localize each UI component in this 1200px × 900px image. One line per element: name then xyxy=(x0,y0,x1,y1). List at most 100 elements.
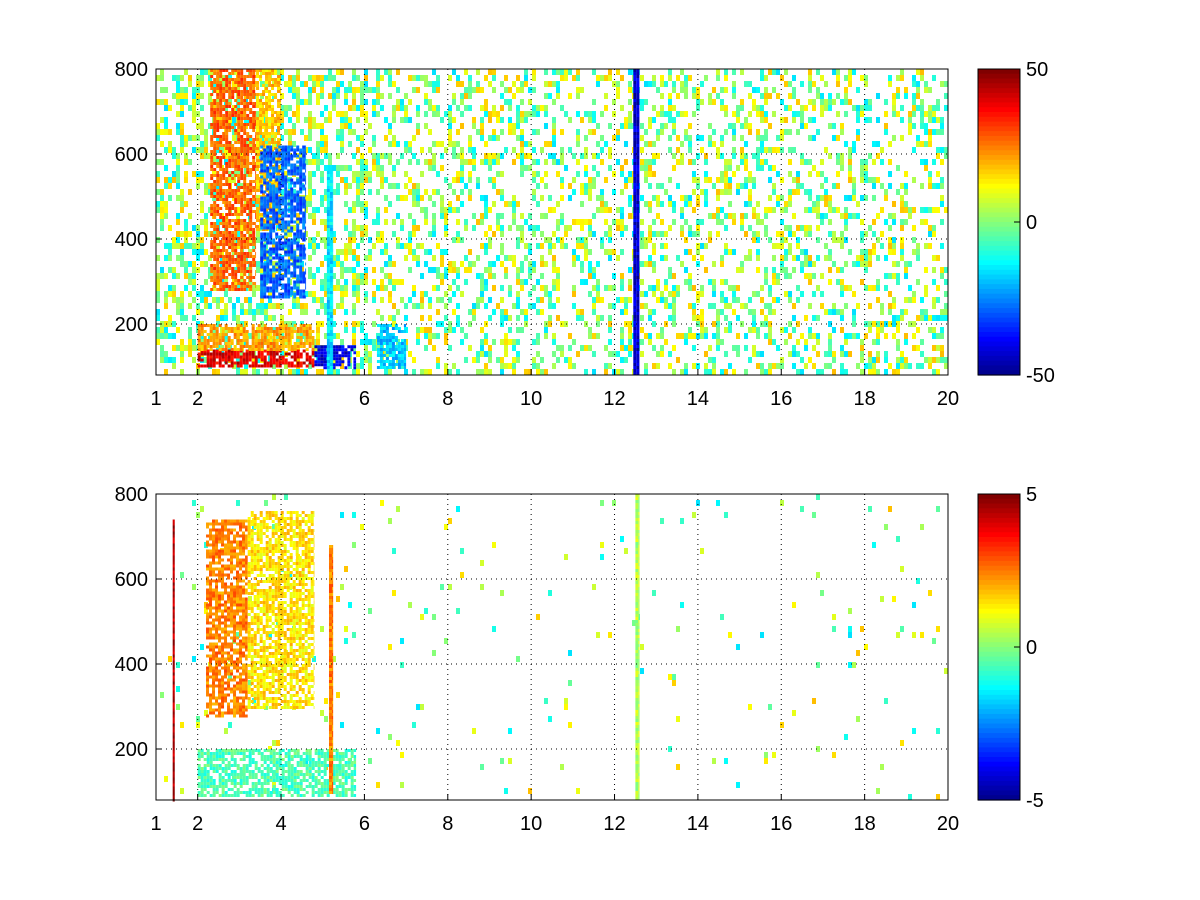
heatmap-cell xyxy=(432,69,436,75)
heatmap-region-cell xyxy=(200,364,204,368)
heatmap-region-cell xyxy=(240,192,244,195)
heatmap-cell xyxy=(584,153,588,159)
heatmap-cell xyxy=(760,297,764,303)
heatmap-cell xyxy=(888,309,892,315)
heatmap-cell xyxy=(560,105,564,111)
heatmap-region-cell xyxy=(252,69,256,72)
heatmap-cell xyxy=(420,207,424,213)
heatmap-cell xyxy=(328,153,332,159)
heatmap-cell xyxy=(388,279,392,285)
heatmap-cell xyxy=(476,129,480,135)
heatmap-cell xyxy=(840,129,844,135)
heatmap-region-cell xyxy=(284,339,288,342)
heatmap-cell xyxy=(172,267,176,273)
heatmap-cell xyxy=(552,99,556,105)
heatmap-region-cell xyxy=(249,117,253,120)
heatmap-region-cell xyxy=(332,351,336,355)
heatmap-cell xyxy=(588,189,592,195)
heatmap-cell xyxy=(668,135,672,141)
heatmap-region-cell xyxy=(275,333,279,336)
heatmap-cell xyxy=(344,117,348,123)
heatmap-cell xyxy=(184,153,188,159)
heatmap-cell xyxy=(756,363,760,369)
heatmap-cell xyxy=(340,135,344,141)
heatmap-region-cell xyxy=(243,177,247,180)
heatmap-cell xyxy=(736,333,740,339)
heatmap-cell xyxy=(800,81,804,87)
heatmap-region-cell xyxy=(206,358,210,362)
heatmap-cell xyxy=(344,225,348,231)
heatmap-cell xyxy=(696,93,700,99)
heatmap-cell xyxy=(436,333,440,339)
heatmap-cell xyxy=(424,261,428,267)
heatmap-region-cell xyxy=(216,93,220,96)
heatmap-cell xyxy=(652,117,656,123)
heatmap-cell xyxy=(156,309,160,315)
heatmap-cell xyxy=(376,285,380,291)
heatmap-cell xyxy=(536,351,540,357)
heatmap-cell xyxy=(332,309,336,315)
heatmap-cell xyxy=(620,123,624,129)
heatmap-cell xyxy=(200,309,204,315)
heatmap-cell xyxy=(748,111,752,117)
heatmap-cell xyxy=(404,183,408,189)
heatmap-cell xyxy=(180,231,184,237)
heatmap-cell xyxy=(448,297,452,303)
heatmap-cell xyxy=(584,171,588,177)
heatmap-region-cell xyxy=(249,111,253,114)
heatmap-region-cell xyxy=(210,240,214,243)
heatmap-region-cell xyxy=(216,81,220,84)
heatmap-cell xyxy=(500,297,504,303)
heatmap-cell xyxy=(936,285,940,291)
heatmap-cell xyxy=(916,69,920,75)
heatmap-region-cell xyxy=(252,75,256,78)
heatmap-cell xyxy=(272,273,276,279)
heatmap-cell xyxy=(668,195,672,201)
heatmap-region-cell xyxy=(347,360,351,364)
heatmap-cell xyxy=(712,213,716,219)
heatmap-region-cell xyxy=(246,159,250,162)
heatmap-cell xyxy=(392,105,396,111)
heatmap-cell xyxy=(648,315,652,321)
heatmap-cell xyxy=(912,81,916,87)
heatmap-cell xyxy=(900,75,904,81)
heatmap-region-cell xyxy=(246,231,250,234)
heatmap-cell xyxy=(704,333,708,339)
heatmap-cell xyxy=(168,291,172,297)
heatmap-cell xyxy=(744,117,748,123)
heatmap-cell xyxy=(224,315,228,321)
heatmap-cell xyxy=(904,297,908,303)
heatmap-cell xyxy=(308,201,312,207)
heatmap-region-cell xyxy=(222,198,226,201)
heatmap-cell xyxy=(308,93,312,99)
heatmap-cell xyxy=(692,171,696,177)
heatmap-cell xyxy=(640,165,644,171)
heatmap-cell xyxy=(720,207,724,213)
heatmap-cell xyxy=(484,141,488,147)
heatmap-region-cell xyxy=(222,96,226,99)
heatmap-cell xyxy=(760,93,764,99)
heatmap-region-cell xyxy=(252,180,256,183)
heatmap-region-cell xyxy=(266,352,270,356)
heatmap-region-cell xyxy=(269,327,273,330)
heatmap-cell xyxy=(512,255,516,261)
heatmap-cell xyxy=(404,303,408,309)
heatmap-region-cell xyxy=(290,364,294,368)
heatmap-cell xyxy=(828,93,832,99)
heatmap-cell xyxy=(588,273,592,279)
heatmap-cell xyxy=(584,135,588,141)
heatmap-region-cell xyxy=(224,355,228,359)
heatmap-cell xyxy=(172,291,176,297)
heatmap-region-cell xyxy=(249,189,253,192)
heatmap-cell xyxy=(916,363,920,369)
heatmap-cell xyxy=(820,291,824,297)
heatmap-cell xyxy=(644,237,648,243)
heatmap-region-cell xyxy=(224,352,228,356)
heatmap-region-cell xyxy=(225,81,229,84)
heatmap-cell xyxy=(284,171,288,177)
heatmap-cell xyxy=(892,333,896,339)
heatmap-region-cell xyxy=(213,120,217,123)
heatmap-region-cell xyxy=(234,165,238,168)
heatmap-cell xyxy=(452,207,456,213)
heatmap-cell xyxy=(544,81,548,87)
